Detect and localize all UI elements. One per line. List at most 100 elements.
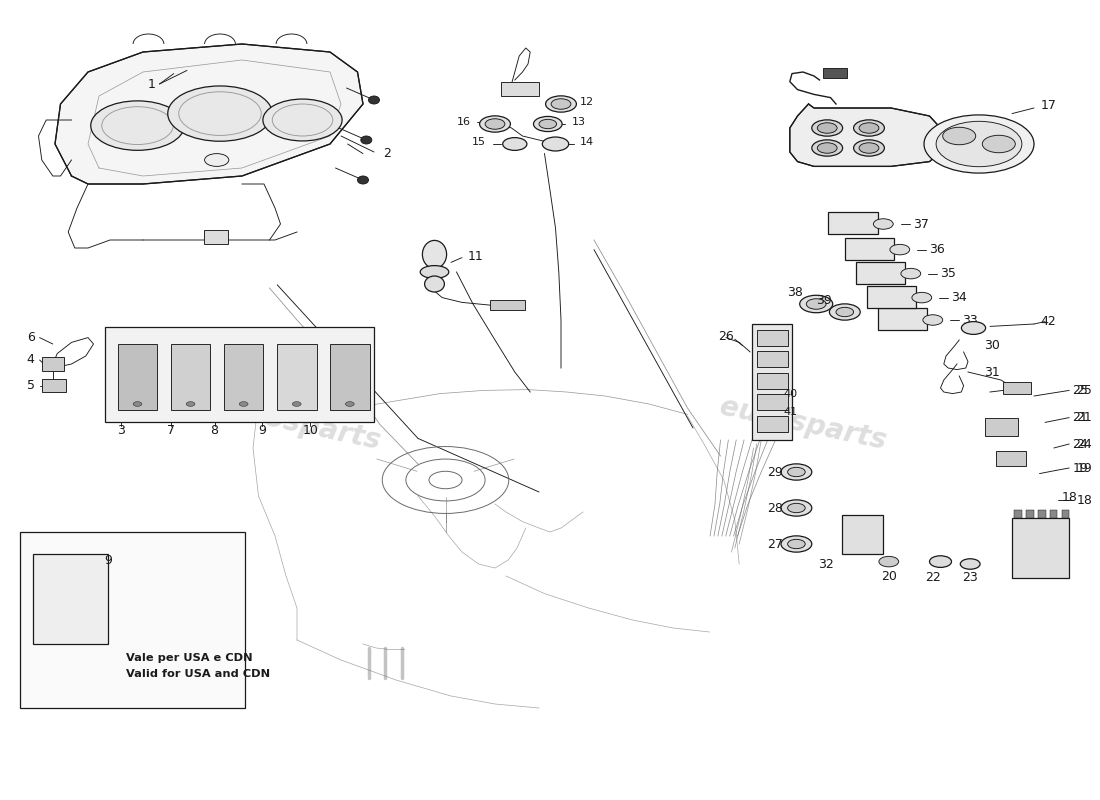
Ellipse shape	[930, 556, 952, 567]
Bar	[757, 394, 788, 410]
Text: 26: 26	[718, 330, 734, 342]
Ellipse shape	[873, 218, 893, 230]
Text: 20: 20	[881, 570, 896, 582]
Text: 39: 39	[816, 294, 832, 306]
Text: 42: 42	[1041, 315, 1056, 328]
Bar	[757, 351, 788, 367]
Ellipse shape	[961, 322, 986, 334]
Ellipse shape	[982, 135, 1015, 153]
Ellipse shape	[817, 122, 837, 134]
Ellipse shape	[960, 558, 980, 570]
Bar	[170, 344, 210, 410]
Text: 18: 18	[1062, 491, 1077, 504]
Ellipse shape	[263, 99, 342, 141]
Ellipse shape	[90, 101, 185, 150]
Ellipse shape	[812, 140, 843, 156]
Ellipse shape	[293, 402, 301, 406]
Bar	[878, 308, 927, 330]
Ellipse shape	[859, 122, 879, 134]
Bar	[757, 416, 788, 432]
Ellipse shape	[879, 556, 899, 567]
Text: 36: 36	[930, 243, 945, 256]
Text: 8: 8	[210, 424, 219, 437]
Ellipse shape	[854, 140, 884, 156]
Ellipse shape	[781, 536, 812, 552]
Text: eurosparts: eurosparts	[211, 393, 383, 455]
Text: Vale per USA e CDN: Vale per USA e CDN	[126, 653, 253, 662]
Bar	[330, 344, 370, 410]
Text: 31: 31	[984, 366, 1000, 378]
Circle shape	[361, 136, 372, 144]
Bar	[20, 532, 245, 708]
Ellipse shape	[788, 467, 805, 477]
Ellipse shape	[205, 154, 229, 166]
Bar	[1062, 510, 1069, 518]
Text: 25: 25	[1077, 384, 1092, 397]
Ellipse shape	[480, 116, 510, 132]
Bar	[1026, 510, 1034, 518]
Ellipse shape	[420, 266, 449, 278]
Ellipse shape	[901, 268, 921, 279]
Text: 38: 38	[788, 286, 803, 298]
Text: 6: 6	[26, 331, 35, 344]
Text: 23: 23	[962, 571, 978, 584]
Text: 9: 9	[103, 554, 112, 566]
Bar	[33, 554, 108, 644]
Bar	[118, 344, 157, 410]
Text: eurosparts: eurosparts	[717, 393, 889, 455]
Bar	[500, 82, 539, 96]
Ellipse shape	[812, 120, 843, 136]
Ellipse shape	[186, 402, 195, 406]
Ellipse shape	[924, 115, 1034, 173]
Text: 32: 32	[818, 558, 834, 570]
Ellipse shape	[542, 137, 569, 151]
Ellipse shape	[788, 503, 805, 513]
Text: Valid for USA and CDN: Valid for USA and CDN	[126, 669, 271, 678]
Text: 10: 10	[302, 424, 318, 437]
Text: 15: 15	[472, 138, 486, 147]
Ellipse shape	[133, 402, 142, 406]
Ellipse shape	[936, 122, 1022, 166]
Bar	[42, 379, 66, 392]
Bar	[984, 418, 1018, 436]
Text: 24: 24	[1072, 438, 1088, 450]
Bar	[1037, 510, 1045, 518]
Bar	[490, 300, 525, 310]
Text: 1: 1	[147, 78, 156, 90]
Bar	[224, 344, 264, 410]
Bar	[1014, 510, 1022, 518]
Text: 27: 27	[768, 538, 783, 550]
Text: 16: 16	[456, 118, 471, 127]
Bar	[856, 262, 905, 284]
Ellipse shape	[485, 118, 505, 130]
Bar	[757, 373, 788, 389]
Text: 24: 24	[1077, 438, 1092, 450]
Bar	[842, 515, 883, 554]
Text: 2: 2	[383, 147, 390, 160]
Text: 19: 19	[1072, 462, 1088, 474]
Polygon shape	[55, 44, 363, 184]
Text: 14: 14	[580, 138, 594, 147]
Ellipse shape	[345, 402, 354, 406]
Text: 18: 18	[1077, 494, 1092, 506]
Text: 41: 41	[783, 407, 798, 417]
Text: 21: 21	[1072, 411, 1088, 424]
Ellipse shape	[788, 539, 805, 549]
Ellipse shape	[854, 120, 884, 136]
Bar	[752, 324, 792, 440]
Text: 9: 9	[257, 424, 266, 437]
Ellipse shape	[817, 142, 837, 154]
Ellipse shape	[551, 98, 571, 110]
Text: 3: 3	[117, 424, 125, 437]
Bar	[1049, 510, 1057, 518]
Ellipse shape	[503, 138, 527, 150]
Bar	[1012, 518, 1069, 578]
Text: 7: 7	[166, 424, 175, 437]
Text: 35: 35	[940, 267, 956, 280]
Text: 11: 11	[468, 250, 483, 262]
Ellipse shape	[422, 240, 447, 269]
Circle shape	[358, 176, 368, 184]
Text: 5: 5	[26, 379, 35, 392]
Ellipse shape	[781, 464, 812, 480]
Text: 29: 29	[768, 466, 783, 478]
